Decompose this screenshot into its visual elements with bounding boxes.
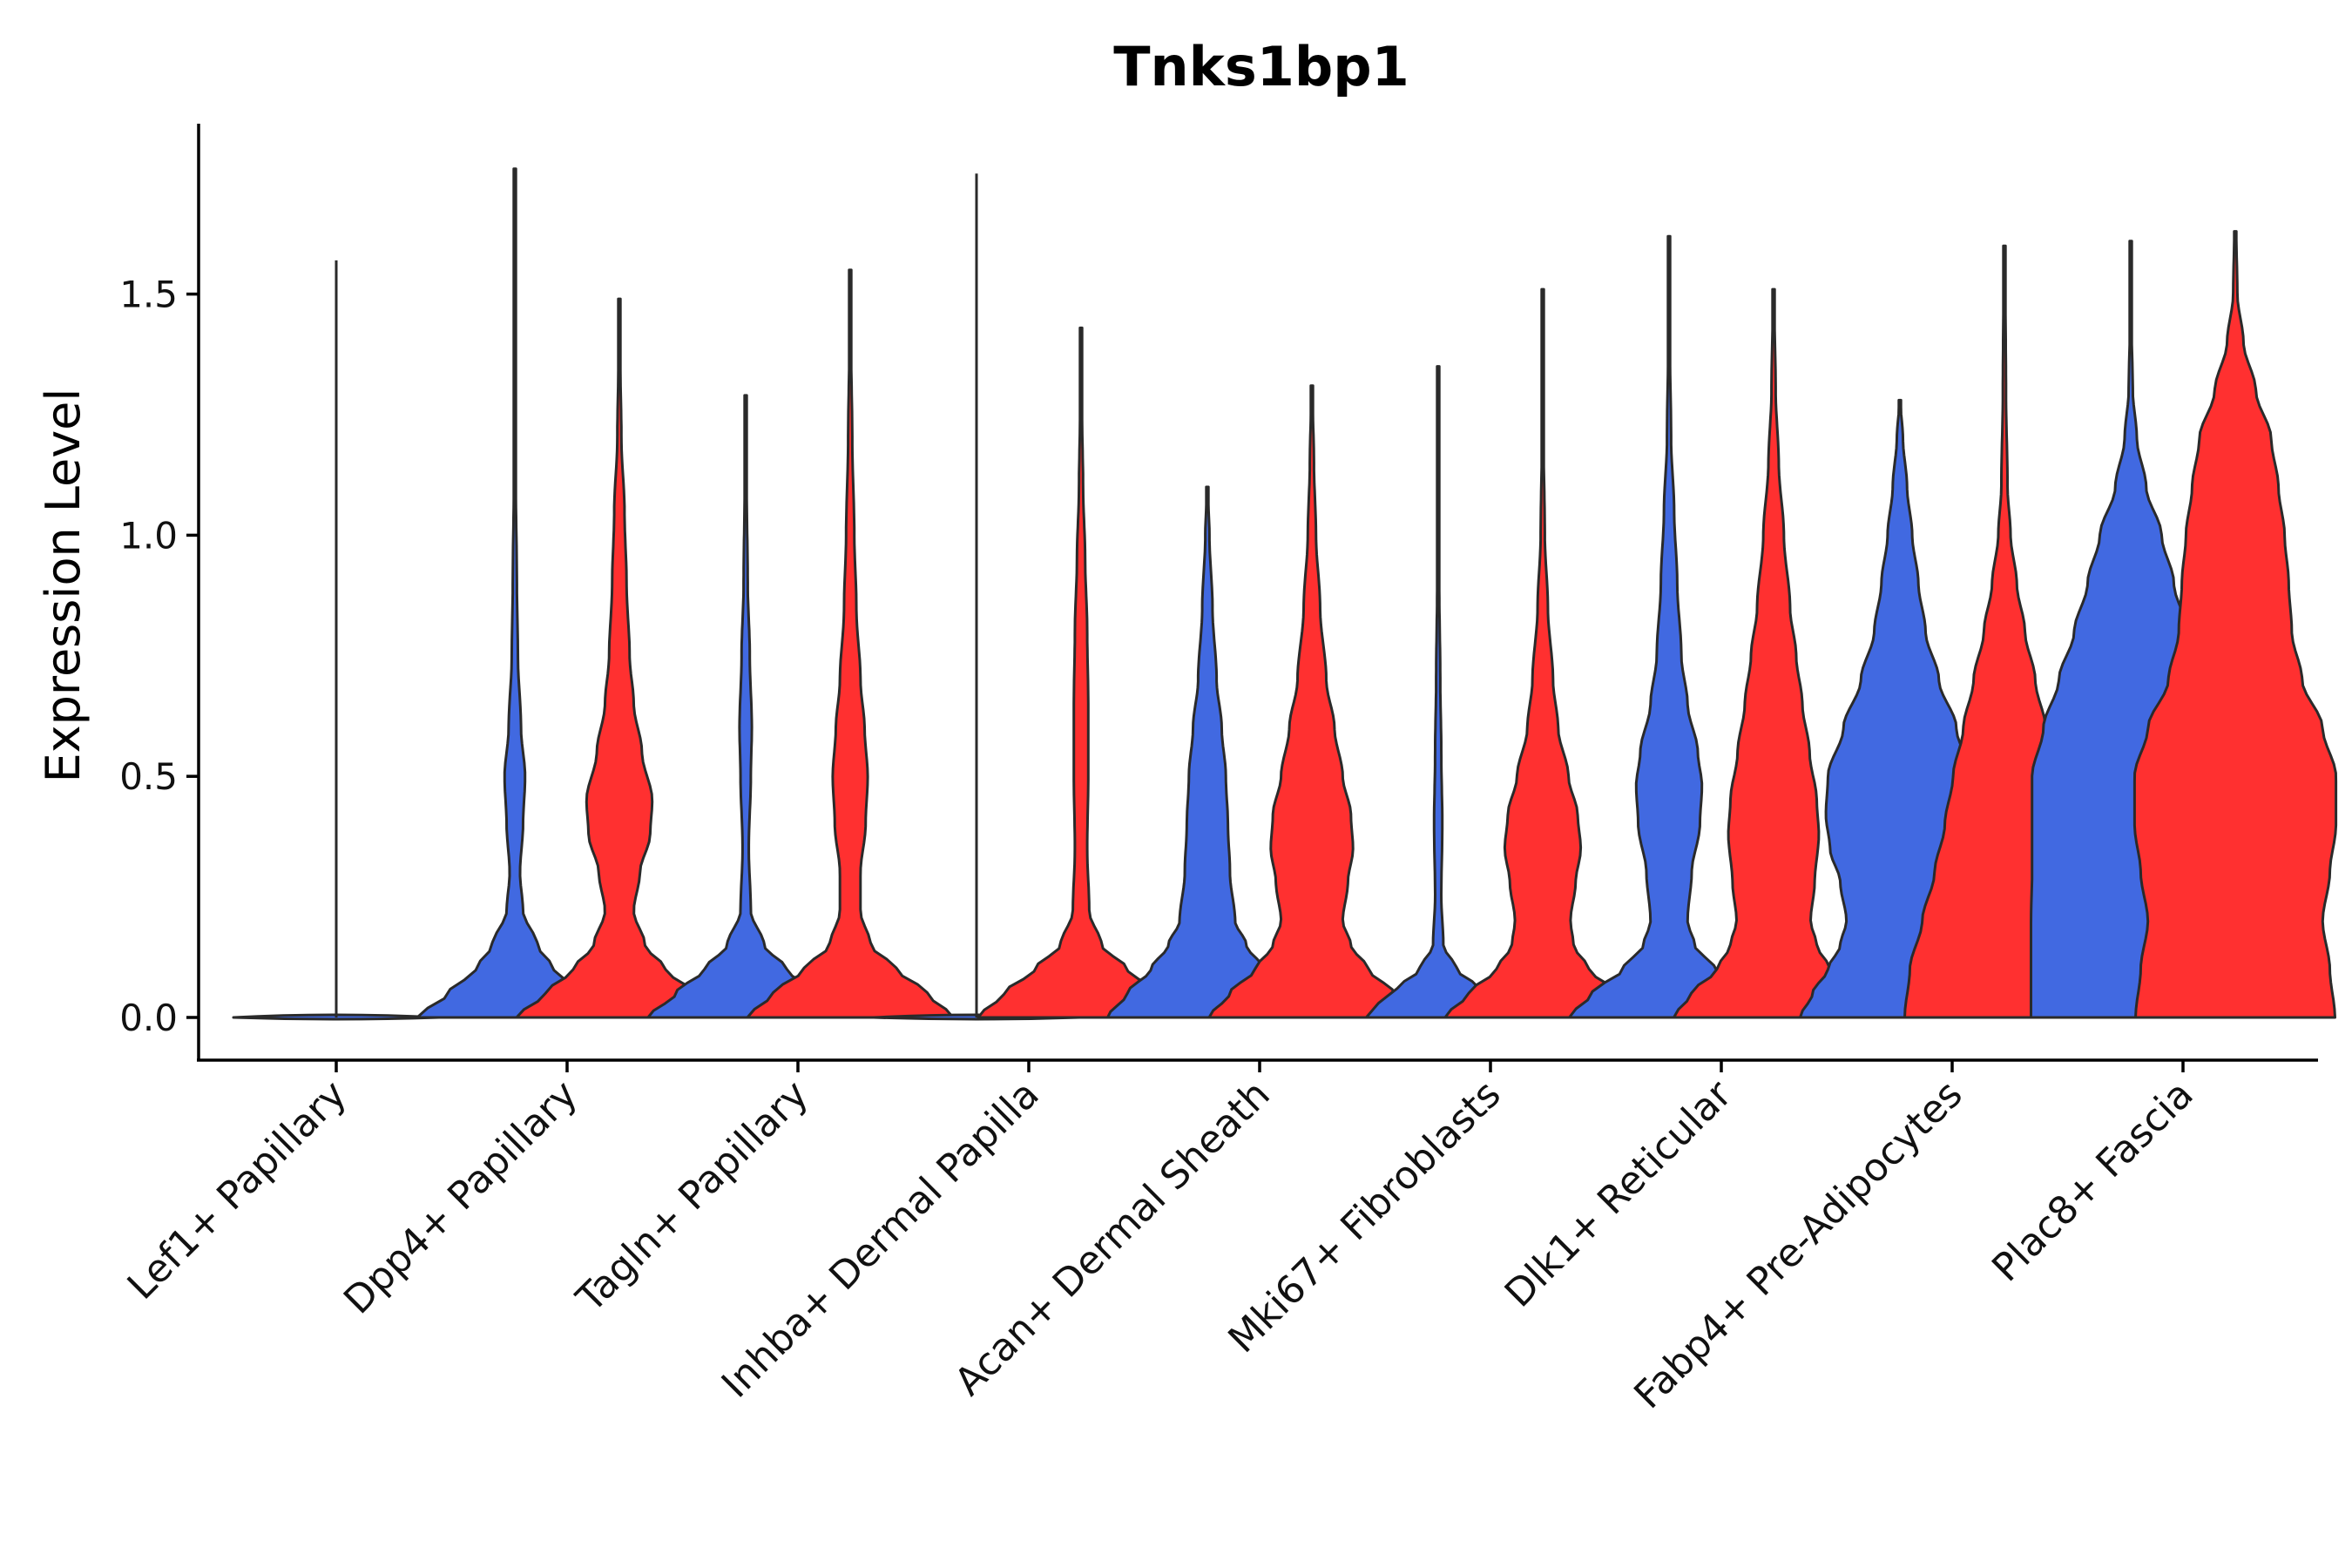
y-axis-label: Expression Level <box>36 389 91 783</box>
violin-shape <box>1364 365 1512 1019</box>
y-axis-ticks: 0.0 0.5 1.0 1.5 <box>119 274 199 1039</box>
violin-shape <box>1207 384 1416 1019</box>
violin-shape <box>1568 234 1770 1019</box>
x-tick-label: Tagln+ Papillary <box>568 1072 817 1321</box>
y-tick-label: 0.5 <box>119 755 178 798</box>
x-tick-label: Dpp4+ Papillary <box>335 1072 586 1323</box>
violin-shape <box>746 268 955 1019</box>
x-tick-label: Lef1+ Papillary <box>119 1072 355 1308</box>
violin-shape <box>1106 485 1308 1019</box>
y-tick-label: 1.5 <box>119 274 178 316</box>
violin-shape <box>1443 287 1642 1019</box>
violin-shape <box>2132 230 2338 1019</box>
chart-title: Tnks1bp1 <box>1113 35 1409 98</box>
x-tick-label: Plac8+ Fascia <box>1984 1072 2202 1291</box>
x-tick-label: Dlk1+ Reticular <box>1497 1071 1741 1316</box>
y-tick-label: 1.0 <box>119 514 178 557</box>
violin-shape <box>515 297 724 1019</box>
violin-shape <box>977 326 1186 1019</box>
y-tick-label: 0.0 <box>119 997 178 1039</box>
violin-layer <box>232 167 2338 1021</box>
violin-shape <box>646 394 845 1019</box>
violin-shape <box>416 167 614 1019</box>
violin-shape <box>1673 287 1875 1019</box>
